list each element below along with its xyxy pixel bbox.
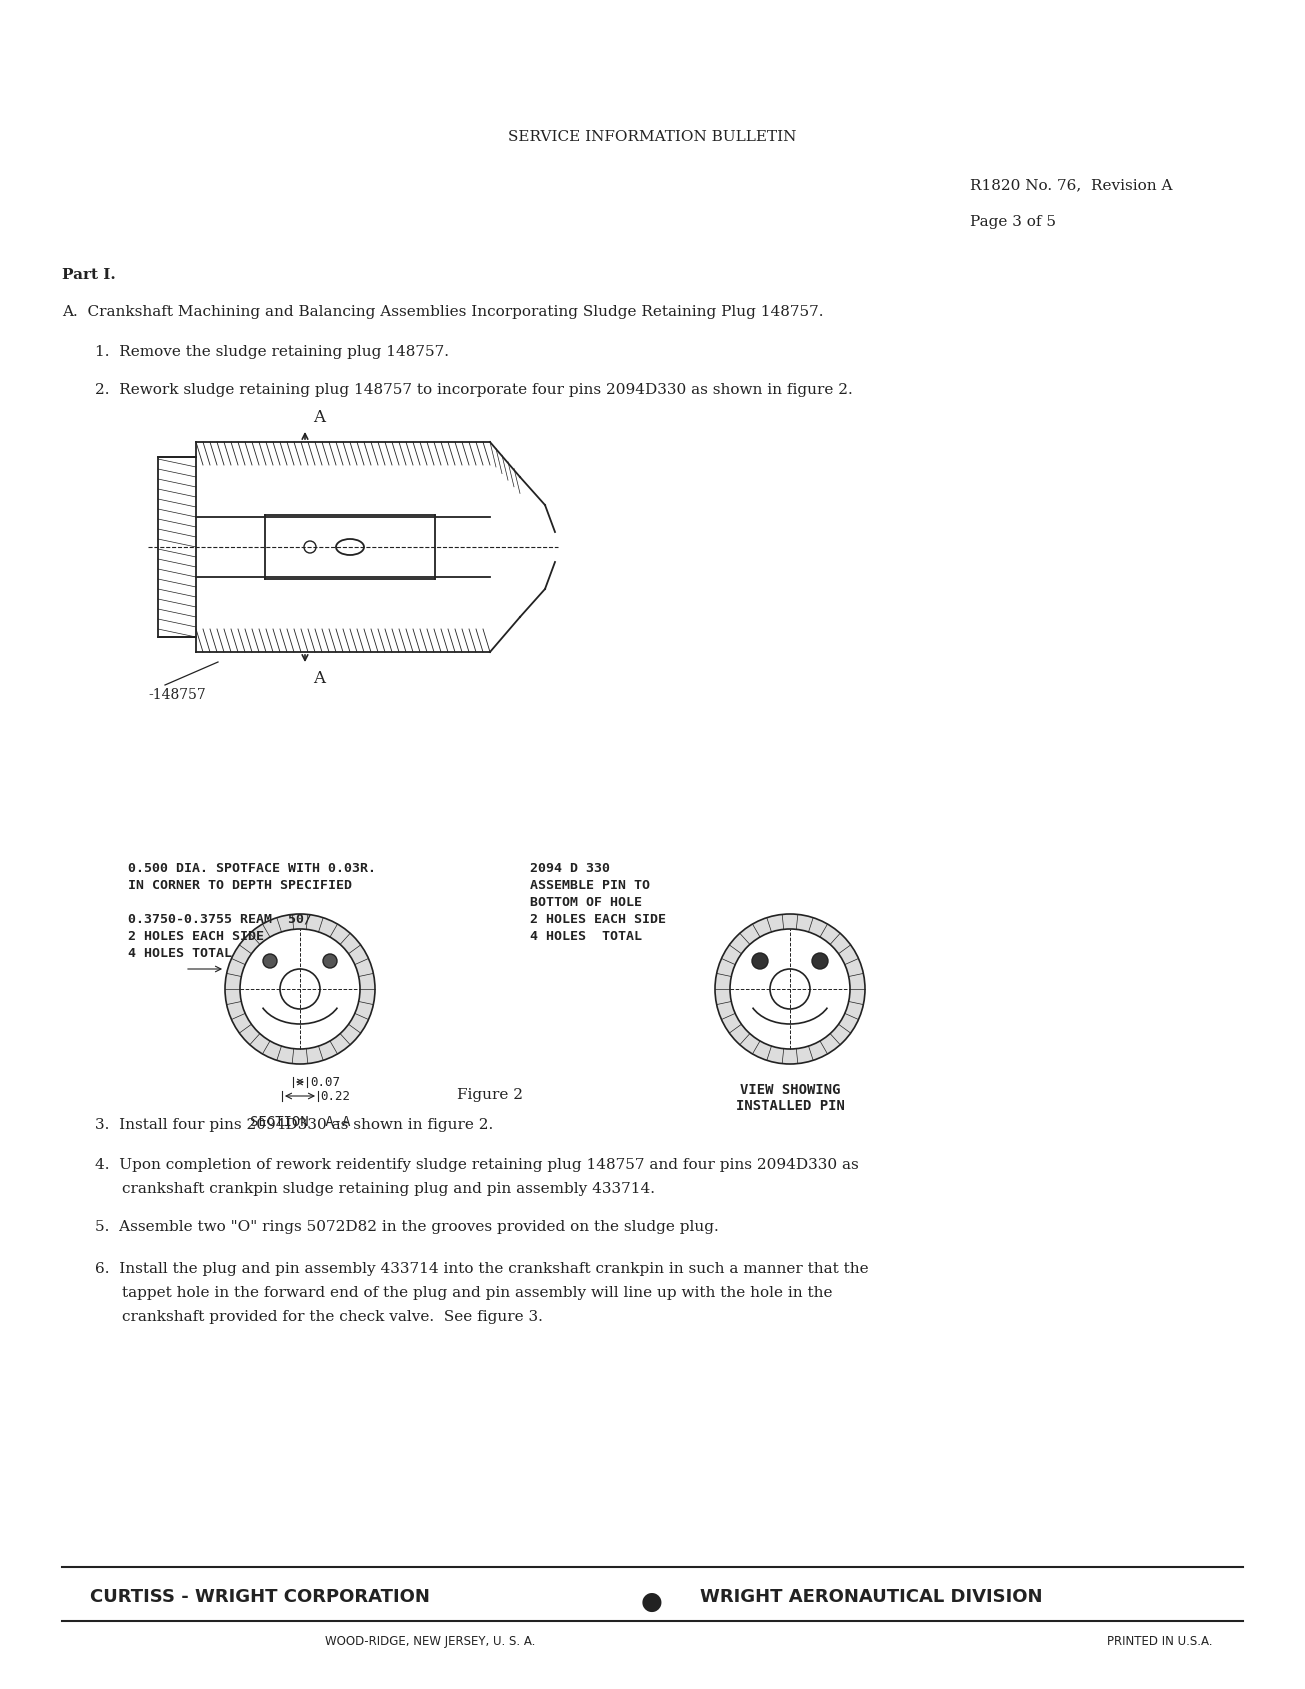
Text: IN CORNER TO DEPTH SPECIFIED: IN CORNER TO DEPTH SPECIFIED — [128, 878, 352, 892]
Circle shape — [304, 542, 316, 554]
Text: 2 HOLES EACH SIDE: 2 HOLES EACH SIDE — [128, 929, 264, 942]
Text: WOOD-RIDGE, NEW JERSEY, U. S. A.: WOOD-RIDGE, NEW JERSEY, U. S. A. — [325, 1633, 535, 1647]
Text: SECTION  A-A: SECTION A-A — [249, 1115, 350, 1128]
Ellipse shape — [335, 540, 364, 556]
Text: PRINTED IN U.S.A.: PRINTED IN U.S.A. — [1107, 1633, 1212, 1647]
Bar — [158, 458, 196, 638]
Circle shape — [729, 929, 850, 1049]
Text: crankshaft crankpin sludge retaining plug and pin assembly 433714.: crankshaft crankpin sludge retaining plu… — [121, 1181, 655, 1196]
Text: ●: ● — [641, 1589, 663, 1613]
Text: 2.  Rework sludge retaining plug 148757 to incorporate four pins 2094D330 as sho: 2. Rework sludge retaining plug 148757 t… — [95, 383, 852, 397]
Text: SERVICE INFORMATION BULLETIN: SERVICE INFORMATION BULLETIN — [508, 130, 796, 144]
Text: tappet hole in the forward end of the plug and pin assembly will line up with th: tappet hole in the forward end of the pl… — [121, 1285, 833, 1299]
Text: Figure 2: Figure 2 — [457, 1088, 523, 1101]
Circle shape — [715, 914, 865, 1064]
Circle shape — [770, 969, 810, 1010]
Text: WRIGHT AERONAUTICAL DIVISION: WRIGHT AERONAUTICAL DIVISION — [699, 1588, 1043, 1605]
Text: 3.  Install four pins 2094D330 as shown in figure 2.: 3. Install four pins 2094D330 as shown i… — [95, 1118, 493, 1132]
Circle shape — [324, 954, 337, 968]
Text: 4 HOLES  TOTAL: 4 HOLES TOTAL — [530, 929, 642, 942]
Text: crankshaft provided for the check valve.  See figure 3.: crankshaft provided for the check valve.… — [121, 1309, 543, 1322]
Text: CURTISS - WRIGHT CORPORATION: CURTISS - WRIGHT CORPORATION — [90, 1588, 429, 1605]
Text: 5.  Assemble two "O" rings 5072D82 in the grooves provided on the sludge plug.: 5. Assemble two "O" rings 5072D82 in the… — [95, 1219, 719, 1233]
Text: R1820 No. 76,  Revision A: R1820 No. 76, Revision A — [970, 177, 1172, 193]
Text: VIEW SHOWING: VIEW SHOWING — [740, 1083, 840, 1096]
Text: 6.  Install the plug and pin assembly 433714 into the crankshaft crankpin in suc: 6. Install the plug and pin assembly 433… — [95, 1262, 869, 1275]
Text: A: A — [313, 669, 325, 687]
Circle shape — [812, 953, 827, 969]
Circle shape — [264, 954, 277, 968]
Text: A: A — [313, 409, 325, 426]
Circle shape — [224, 914, 375, 1064]
Circle shape — [752, 953, 769, 969]
Text: INSTALLED PIN: INSTALLED PIN — [736, 1098, 844, 1113]
Text: 0.500 DIA. SPOTFACE WITH 0.03R.: 0.500 DIA. SPOTFACE WITH 0.03R. — [128, 861, 376, 875]
Text: Page 3 of 5: Page 3 of 5 — [970, 215, 1056, 230]
Text: -148757: -148757 — [147, 687, 206, 701]
Text: 2094 D 330: 2094 D 330 — [530, 861, 609, 875]
Circle shape — [281, 969, 320, 1010]
Text: BOTTOM OF HOLE: BOTTOM OF HOLE — [530, 895, 642, 909]
Text: 2 HOLES EACH SIDE: 2 HOLES EACH SIDE — [530, 912, 666, 926]
Text: 4 HOLES TOTAL: 4 HOLES TOTAL — [128, 946, 232, 959]
Text: 0.22: 0.22 — [320, 1089, 350, 1103]
Text: Part I.: Part I. — [63, 269, 116, 282]
Circle shape — [240, 929, 360, 1049]
Text: 0.3750-0.3755 REAM  50/: 0.3750-0.3755 REAM 50/ — [128, 912, 312, 926]
Text: A.  Crankshaft Machining and Balancing Assemblies Incorporating Sludge Retaining: A. Crankshaft Machining and Balancing As… — [63, 304, 823, 319]
Text: 1.  Remove the sludge retaining plug 148757.: 1. Remove the sludge retaining plug 1487… — [95, 345, 449, 358]
Text: ASSEMBLE PIN TO: ASSEMBLE PIN TO — [530, 878, 650, 892]
Text: 0.07: 0.07 — [311, 1076, 341, 1089]
Text: 4.  Upon completion of rework reidentify sludge retaining plug 148757 and four p: 4. Upon completion of rework reidentify … — [95, 1157, 859, 1170]
